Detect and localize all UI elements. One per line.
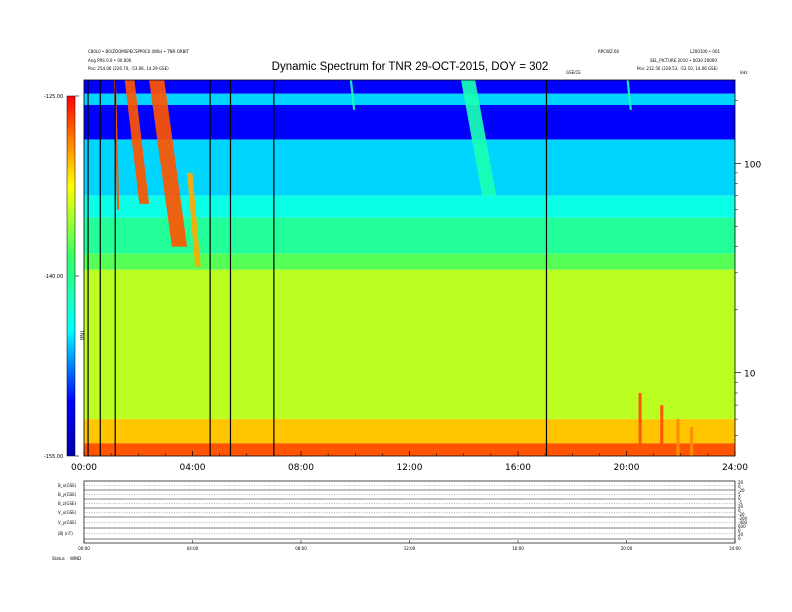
panel-right-tick-label: 20: [738, 480, 744, 485]
spectrum-band: [84, 104, 735, 140]
panel-right-tick-label: 0: [738, 496, 741, 501]
panel-time-label: 16:00: [512, 546, 524, 551]
colorbar-label: TNR: [78, 329, 84, 341]
header-info-left-1: C80L0 • B0/ZOOMSPECSPP0C0 (Wlb) • TNR-OR…: [88, 49, 190, 54]
colorbar-tick-label: -140.00: [44, 274, 63, 280]
header-info-left-2: Ang PRS 0.0 • 00.000: [88, 58, 132, 63]
x-tick-label: 12:00: [397, 463, 423, 473]
spectrogram: [84, 80, 735, 456]
panel-time-label: 24:00: [729, 546, 741, 551]
low-frequency-spike: [660, 405, 664, 456]
radio-burst: [187, 172, 201, 267]
low-frequency-spike: [638, 392, 642, 456]
x-tick-label: 04:00: [180, 463, 206, 473]
x-axis: 00:00 04:00 08:00 12:00 16:00 20:00 24:00: [71, 451, 748, 473]
panel-right-tick-label: 20: [738, 532, 744, 537]
x-tick-label: 20:00: [614, 463, 640, 473]
panel-right-tick-label: 0: [738, 484, 741, 489]
panel-right-tick-label: -20: [738, 488, 745, 493]
panel-right-tick-label: 20: [738, 504, 744, 509]
header-position-left: Pos: 254.06 (226.70, -53.06, 14.29 GSE): [88, 66, 169, 71]
spectrum-band: [84, 139, 735, 196]
panel-right-tick-label: -200: [738, 516, 748, 521]
colorbar-tick-label: -125.00: [44, 94, 63, 100]
panel-time-label: 08:00: [295, 546, 307, 551]
status-label: Status: [52, 556, 65, 561]
parameter-panels: B_x(GSE) B_y(GSE) B_z(GSE) V_x(GSE) V_y(GSE)…: [52, 480, 748, 561]
x-tick-label: 16:00: [505, 463, 531, 473]
spectrum-band: [84, 269, 735, 420]
y-tick-label: 100: [744, 160, 761, 170]
y-axis: 100 10: [735, 100, 761, 436]
panel-time-label: 20:00: [621, 546, 633, 551]
panel-right-tick-label: -5: [738, 500, 742, 505]
status-value: WIND: [70, 556, 81, 561]
spectrum-band: [84, 443, 735, 456]
panel-right-tick-label: 600: [738, 524, 746, 529]
panel-right-tick-label: -20: [738, 512, 745, 517]
panel-label: V_y(GSE): [58, 520, 77, 525]
panel-label: V_x(GSE): [58, 510, 77, 515]
spectrum-band: [84, 195, 735, 218]
low-frequency-spike: [676, 419, 680, 456]
panel-label: |B| (nT): [58, 531, 73, 536]
spectrum-band: [84, 253, 735, 270]
panel-time-label: 04:00: [187, 546, 199, 551]
x-tick-label: 00:00: [71, 463, 97, 473]
y-tick-label: 10: [744, 370, 756, 380]
radio-burst: [461, 80, 497, 196]
x-tick-label: 24:00: [722, 463, 748, 473]
radio-burst: [124, 80, 150, 204]
x-tick-label: 08:00: [288, 463, 314, 473]
panel-label: B_x(GSE): [58, 483, 77, 488]
panel-right-tick-label: 0: [738, 536, 741, 541]
panel-label: B_y(GSE): [58, 492, 77, 497]
radio-burst: [349, 80, 356, 110]
header-info-right-2: L200100 • 001: [690, 49, 720, 54]
radio-burst: [149, 80, 188, 247]
panel-time-label: 00:00: [78, 546, 90, 551]
header-unit: kHz: [740, 70, 747, 75]
header-info-right-3: SEL_PICTURE 2010 • 0030 20000: [650, 58, 717, 63]
panel-label: B_z(GSE): [58, 501, 77, 506]
spectrum-band: [84, 80, 735, 94]
panel-right-tick-label: 0: [738, 508, 741, 513]
radio-burst: [626, 80, 632, 110]
panel-time-label: 12:00: [404, 546, 416, 551]
panel-right-tick-label: 5: [738, 492, 741, 497]
panel-right-tick-label: 0: [738, 528, 741, 533]
low-frequency-spike: [690, 427, 694, 456]
colorbar: [66, 95, 76, 457]
panel-right-tick-label: -400: [738, 520, 748, 525]
header-info-right-1: RPCWZ.60: [598, 49, 619, 54]
header-tag: GSE/CE: [566, 70, 581, 75]
spectrum-band: [84, 419, 735, 444]
colorbar-tick-label: -155.00: [44, 454, 63, 460]
header-position-right: Pos: 232.56 (228.53, -53.10, 14.06 GSE): [637, 66, 718, 71]
chart-title: Dynamic Spectrum for TNR 29-OCT-2015, DO…: [272, 61, 549, 73]
spectrum-band: [84, 93, 735, 105]
